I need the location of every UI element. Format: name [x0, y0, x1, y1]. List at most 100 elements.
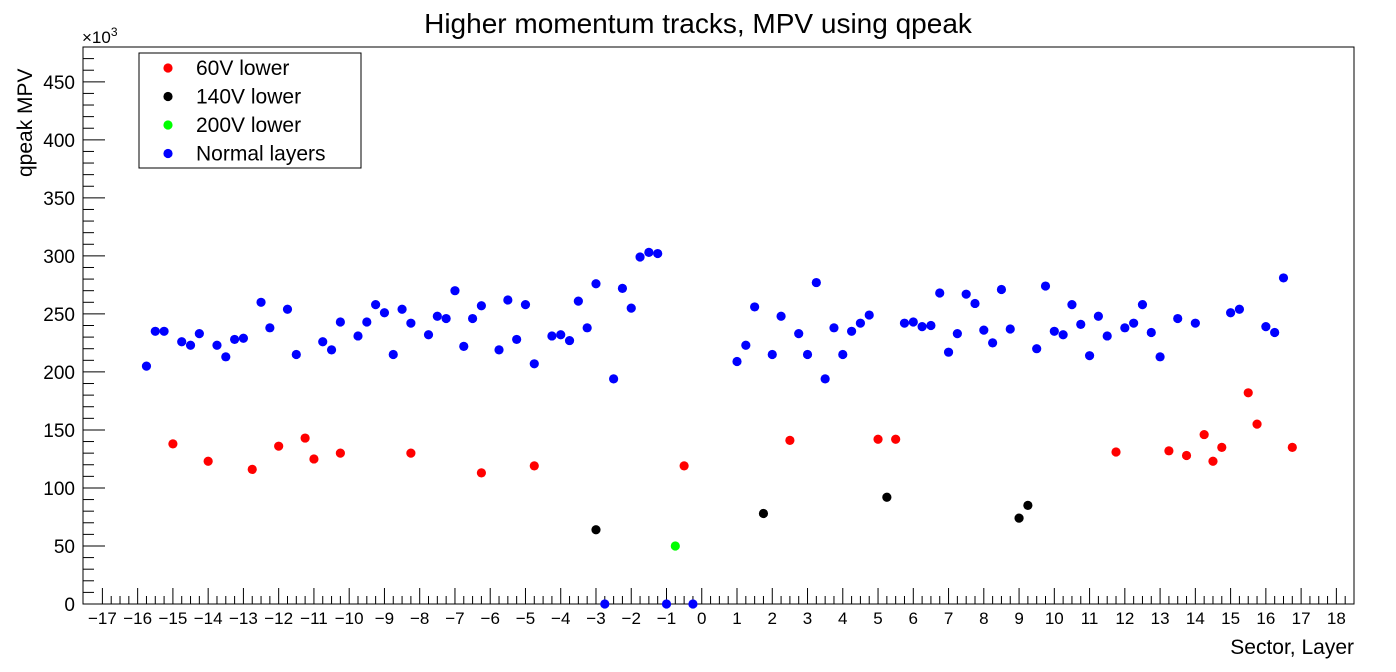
data-point	[688, 599, 698, 609]
x-tick-label: 12	[1115, 609, 1134, 628]
data-point	[855, 318, 866, 328]
data-point	[212, 340, 222, 350]
data-point	[750, 302, 760, 312]
data-point	[1278, 273, 1289, 283]
data-point	[1014, 513, 1024, 523]
data-point	[556, 330, 566, 340]
data-point	[670, 541, 680, 551]
data-point	[591, 279, 601, 289]
data-point	[626, 303, 636, 313]
x-tick-label: 10	[1045, 609, 1064, 628]
data-point	[970, 298, 980, 309]
x-tick-label: 3	[803, 609, 812, 628]
data-point	[335, 448, 345, 458]
data-point	[582, 323, 592, 333]
series-140v-lower	[591, 492, 1033, 535]
data-point	[617, 283, 628, 293]
series-200v-lower	[670, 541, 680, 551]
legend-marker	[163, 91, 173, 102]
y-tick-label: 400	[43, 131, 75, 152]
data-point	[1111, 447, 1121, 457]
y-tick-label: 200	[43, 363, 75, 384]
data-point	[203, 456, 213, 466]
y-exponent-label: ×103	[82, 25, 118, 47]
legend-label: 60V lower	[196, 57, 289, 80]
legend-box	[138, 52, 362, 169]
y-tick-label: 50	[54, 537, 75, 558]
series-60v-lower	[168, 388, 1297, 478]
data-point	[891, 434, 901, 444]
x-tick-label: 7	[944, 609, 953, 628]
x-tick-label: 17	[1292, 609, 1311, 628]
data-point	[1129, 318, 1139, 328]
data-point	[1146, 327, 1156, 338]
legend-marker	[163, 148, 173, 159]
data-point	[846, 326, 857, 336]
data-point	[873, 434, 883, 444]
data-point	[397, 304, 407, 314]
data-point	[388, 349, 398, 360]
data-point	[476, 468, 486, 478]
data-point	[1093, 311, 1103, 321]
x-tick-label: −16	[123, 609, 152, 628]
data-point	[1226, 308, 1236, 318]
data-point	[979, 325, 989, 335]
data-point	[265, 323, 275, 333]
data-point	[1287, 442, 1297, 452]
x-axis: −17 −16 −15 −14 −13 −12 −11 −10 −9 −8 −7 −6 −5 −4 −3 −2…	[88, 588, 1355, 628]
data-point	[512, 334, 522, 345]
data-point	[1076, 319, 1086, 329]
data-point	[644, 247, 654, 257]
data-point	[811, 277, 821, 288]
x-tick-label: −13	[229, 609, 258, 628]
series-normal-layers	[141, 247, 1289, 609]
data-point	[256, 297, 266, 307]
data-point	[1005, 324, 1015, 334]
data-point	[564, 335, 575, 346]
data-point	[476, 301, 486, 311]
data-point	[1032, 344, 1042, 354]
data-point	[494, 345, 504, 355]
data-point	[1234, 304, 1245, 314]
data-point	[732, 356, 742, 367]
x-tick-label: −11	[300, 609, 328, 628]
data-point	[820, 374, 830, 384]
data-point	[379, 308, 390, 318]
x-tick-label: 6	[909, 609, 918, 628]
data-point	[591, 525, 601, 535]
data-point	[141, 361, 152, 371]
data-point	[335, 317, 345, 327]
data-point	[943, 347, 954, 357]
data-point	[467, 313, 478, 324]
data-point	[838, 349, 848, 360]
data-point	[1199, 429, 1209, 440]
data-point	[1120, 323, 1130, 333]
data-point	[1190, 318, 1200, 328]
x-tick-label: −10	[335, 609, 364, 628]
data-point	[432, 311, 442, 321]
data-point	[1084, 351, 1095, 361]
data-point	[309, 454, 319, 464]
data-points	[141, 247, 1297, 609]
y-tick-label: 0	[64, 595, 75, 616]
data-point	[758, 508, 769, 519]
y-tick-label: 450	[43, 73, 75, 94]
data-point	[326, 345, 337, 355]
y-tick-label: 350	[43, 189, 75, 210]
data-point	[864, 310, 874, 320]
x-tick-label: 8	[979, 609, 988, 628]
x-tick-label: −4	[551, 609, 570, 628]
x-tick-label: −9	[375, 609, 394, 628]
legend-label: Normal layers	[196, 143, 326, 166]
data-point	[282, 304, 293, 314]
x-tick-label: 14	[1186, 609, 1205, 628]
x-tick-label: −14	[194, 609, 223, 628]
data-point	[1243, 388, 1253, 398]
data-point	[529, 359, 539, 369]
x-tick-label: −1	[657, 609, 676, 628]
x-tick-label: 4	[838, 609, 847, 628]
data-point	[988, 338, 998, 348]
y-tick-label: 100	[43, 479, 75, 500]
data-point	[1252, 419, 1262, 429]
